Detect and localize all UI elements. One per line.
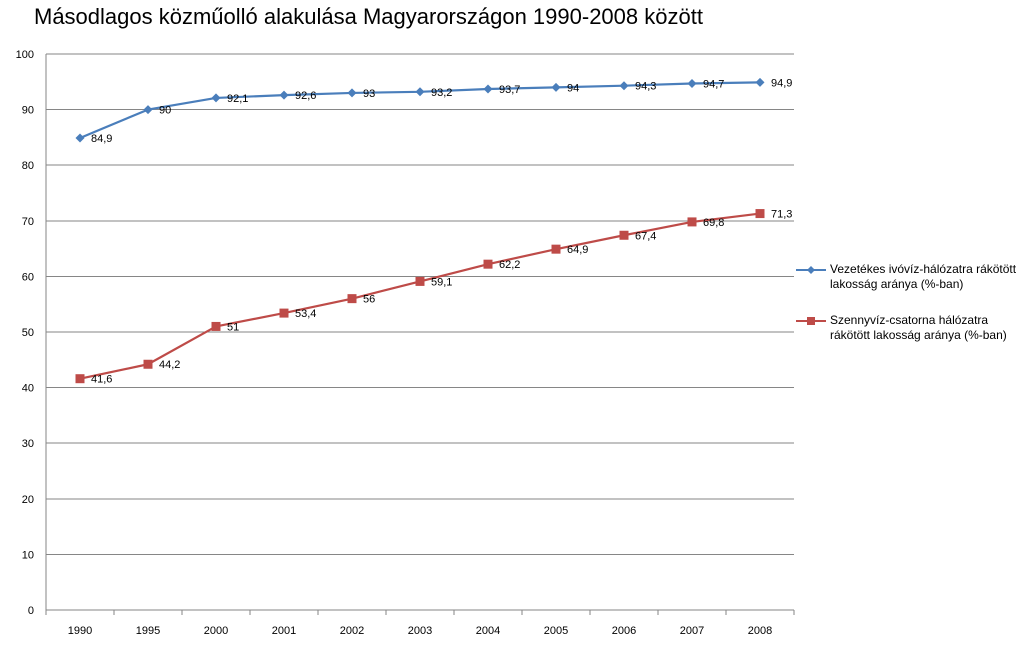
series-1-data-label: 71,3: [771, 209, 792, 221]
y-tick-label: 70: [22, 216, 34, 228]
series-1-point: [687, 217, 697, 227]
series-1-data-label: 56: [363, 294, 375, 306]
series-1-point: [143, 359, 153, 369]
legend-swatch-sewer: [796, 317, 826, 325]
series-0-data-label: 93: [363, 88, 375, 100]
series-1-point: [415, 276, 425, 286]
legend-swatch-water: [796, 266, 826, 274]
series-0-point: [211, 93, 221, 103]
series-1-data-label: 64,9: [567, 244, 588, 256]
series-0-point: [687, 78, 697, 88]
y-tick-label: 40: [22, 383, 34, 395]
series-1-data-label: 44,2: [159, 359, 180, 371]
series-0-point: [755, 77, 765, 87]
y-tick-label: 20: [22, 494, 34, 506]
x-tick-label-2003: 2003: [408, 625, 432, 637]
chart-title: Másodlagos közműolló alakulása Magyarors…: [34, 4, 703, 29]
series-0-data-label: 94,3: [635, 81, 656, 93]
x-tick-label-1990: 1990: [68, 625, 92, 637]
y-tick-label: 50: [22, 327, 34, 339]
x-tick-label-2002: 2002: [340, 625, 364, 637]
y-tick-label: 80: [22, 160, 34, 172]
series-0-data-label: 92,1: [227, 93, 248, 105]
series-0-data-label: 94: [567, 82, 579, 94]
x-tick-label-2007: 2007: [680, 625, 704, 637]
y-tick-label: 10: [22, 549, 34, 561]
series-0-point: [415, 87, 425, 97]
y-tick-label: 90: [22, 105, 34, 117]
series-1-point: [347, 294, 357, 304]
legend-label-sewer: Szennyvíz-csatorna hálózatra rákötött la…: [830, 313, 1007, 342]
series-line-1: [79, 212, 761, 380]
x-tick-label-2005: 2005: [544, 625, 568, 637]
series-0-point: [143, 105, 153, 115]
series-1-data-label: 59,1: [431, 276, 452, 288]
x-tick-label-2000: 2000: [204, 625, 228, 637]
x-tick-label-2006: 2006: [612, 625, 636, 637]
series-0-data-label: 94,7: [703, 78, 724, 90]
series-1-point: [483, 259, 493, 269]
y-tick-label: 60: [22, 271, 34, 283]
x-tick-label-2004: 2004: [476, 625, 500, 637]
series-1-point: [211, 321, 221, 331]
series-1-data-label: 62,2: [499, 259, 520, 271]
series-0-data-label: 84,9: [91, 133, 112, 145]
series-1-data-label: 69,8: [703, 217, 724, 229]
series-0-point: [483, 84, 493, 94]
y-tick-label: 100: [16, 49, 34, 61]
y-tick-label: 30: [22, 438, 34, 450]
series-0-data-label: 93,7: [499, 84, 520, 96]
legend-label-water: Vezetékes ivóvíz-hálózatra rákötött lako…: [830, 262, 1017, 291]
x-tick-label-1995: 1995: [136, 625, 160, 637]
series-0-data-label: 92,6: [295, 90, 316, 102]
series-0-data-label: 94,9: [771, 77, 792, 89]
series-0-point: [75, 133, 85, 143]
series-1-point: [619, 230, 629, 240]
series-1-point: [279, 308, 289, 318]
series-0-point: [347, 88, 357, 98]
x-tick-label-2008: 2008: [748, 625, 772, 637]
series-0-point: [619, 81, 629, 91]
series-0-data-label: 93,2: [431, 87, 452, 99]
series-1-point: [75, 374, 85, 384]
series-1-point: [551, 244, 561, 254]
series-0-point: [551, 82, 561, 92]
series-1-data-label: 51: [227, 321, 239, 333]
series-1-data-label: 53,4: [295, 308, 316, 320]
series-1-point: [755, 209, 765, 219]
series-1-data-label: 67,4: [635, 230, 656, 242]
series-0-data-label: 90: [159, 105, 171, 117]
y-tick-label: 0: [28, 605, 34, 617]
x-tick-label-2001: 2001: [272, 625, 296, 637]
series-0-point: [279, 90, 289, 100]
series-1-data-label: 41,6: [91, 374, 112, 386]
